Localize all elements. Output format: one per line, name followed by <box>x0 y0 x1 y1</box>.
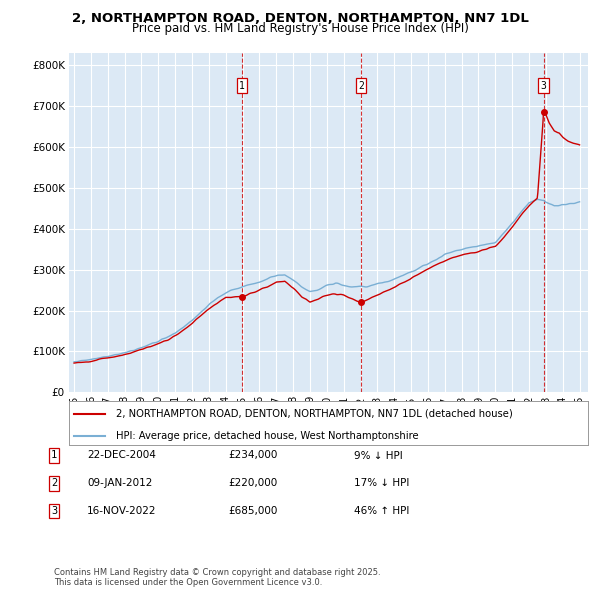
Text: 1: 1 <box>51 451 57 460</box>
Text: 2: 2 <box>358 81 364 91</box>
Text: £220,000: £220,000 <box>228 478 277 488</box>
Text: 9% ↓ HPI: 9% ↓ HPI <box>354 451 403 460</box>
Text: 22-DEC-2004: 22-DEC-2004 <box>87 451 156 460</box>
Text: 16-NOV-2022: 16-NOV-2022 <box>87 506 157 516</box>
Text: HPI: Average price, detached house, West Northamptonshire: HPI: Average price, detached house, West… <box>116 431 418 441</box>
Text: 1: 1 <box>239 81 245 91</box>
Text: 2: 2 <box>51 478 57 488</box>
Text: 46% ↑ HPI: 46% ↑ HPI <box>354 506 409 516</box>
Text: 09-JAN-2012: 09-JAN-2012 <box>87 478 152 488</box>
Text: 2, NORTHAMPTON ROAD, DENTON, NORTHAMPTON, NN7 1DL (detached house): 2, NORTHAMPTON ROAD, DENTON, NORTHAMPTON… <box>116 409 512 418</box>
Text: Price paid vs. HM Land Registry's House Price Index (HPI): Price paid vs. HM Land Registry's House … <box>131 22 469 35</box>
Text: Contains HM Land Registry data © Crown copyright and database right 2025.
This d: Contains HM Land Registry data © Crown c… <box>54 568 380 587</box>
Text: 2, NORTHAMPTON ROAD, DENTON, NORTHAMPTON, NN7 1DL: 2, NORTHAMPTON ROAD, DENTON, NORTHAMPTON… <box>71 12 529 25</box>
Text: 3: 3 <box>541 81 547 91</box>
Text: 3: 3 <box>51 506 57 516</box>
Text: 17% ↓ HPI: 17% ↓ HPI <box>354 478 409 488</box>
Text: £234,000: £234,000 <box>228 451 277 460</box>
Text: £685,000: £685,000 <box>228 506 277 516</box>
